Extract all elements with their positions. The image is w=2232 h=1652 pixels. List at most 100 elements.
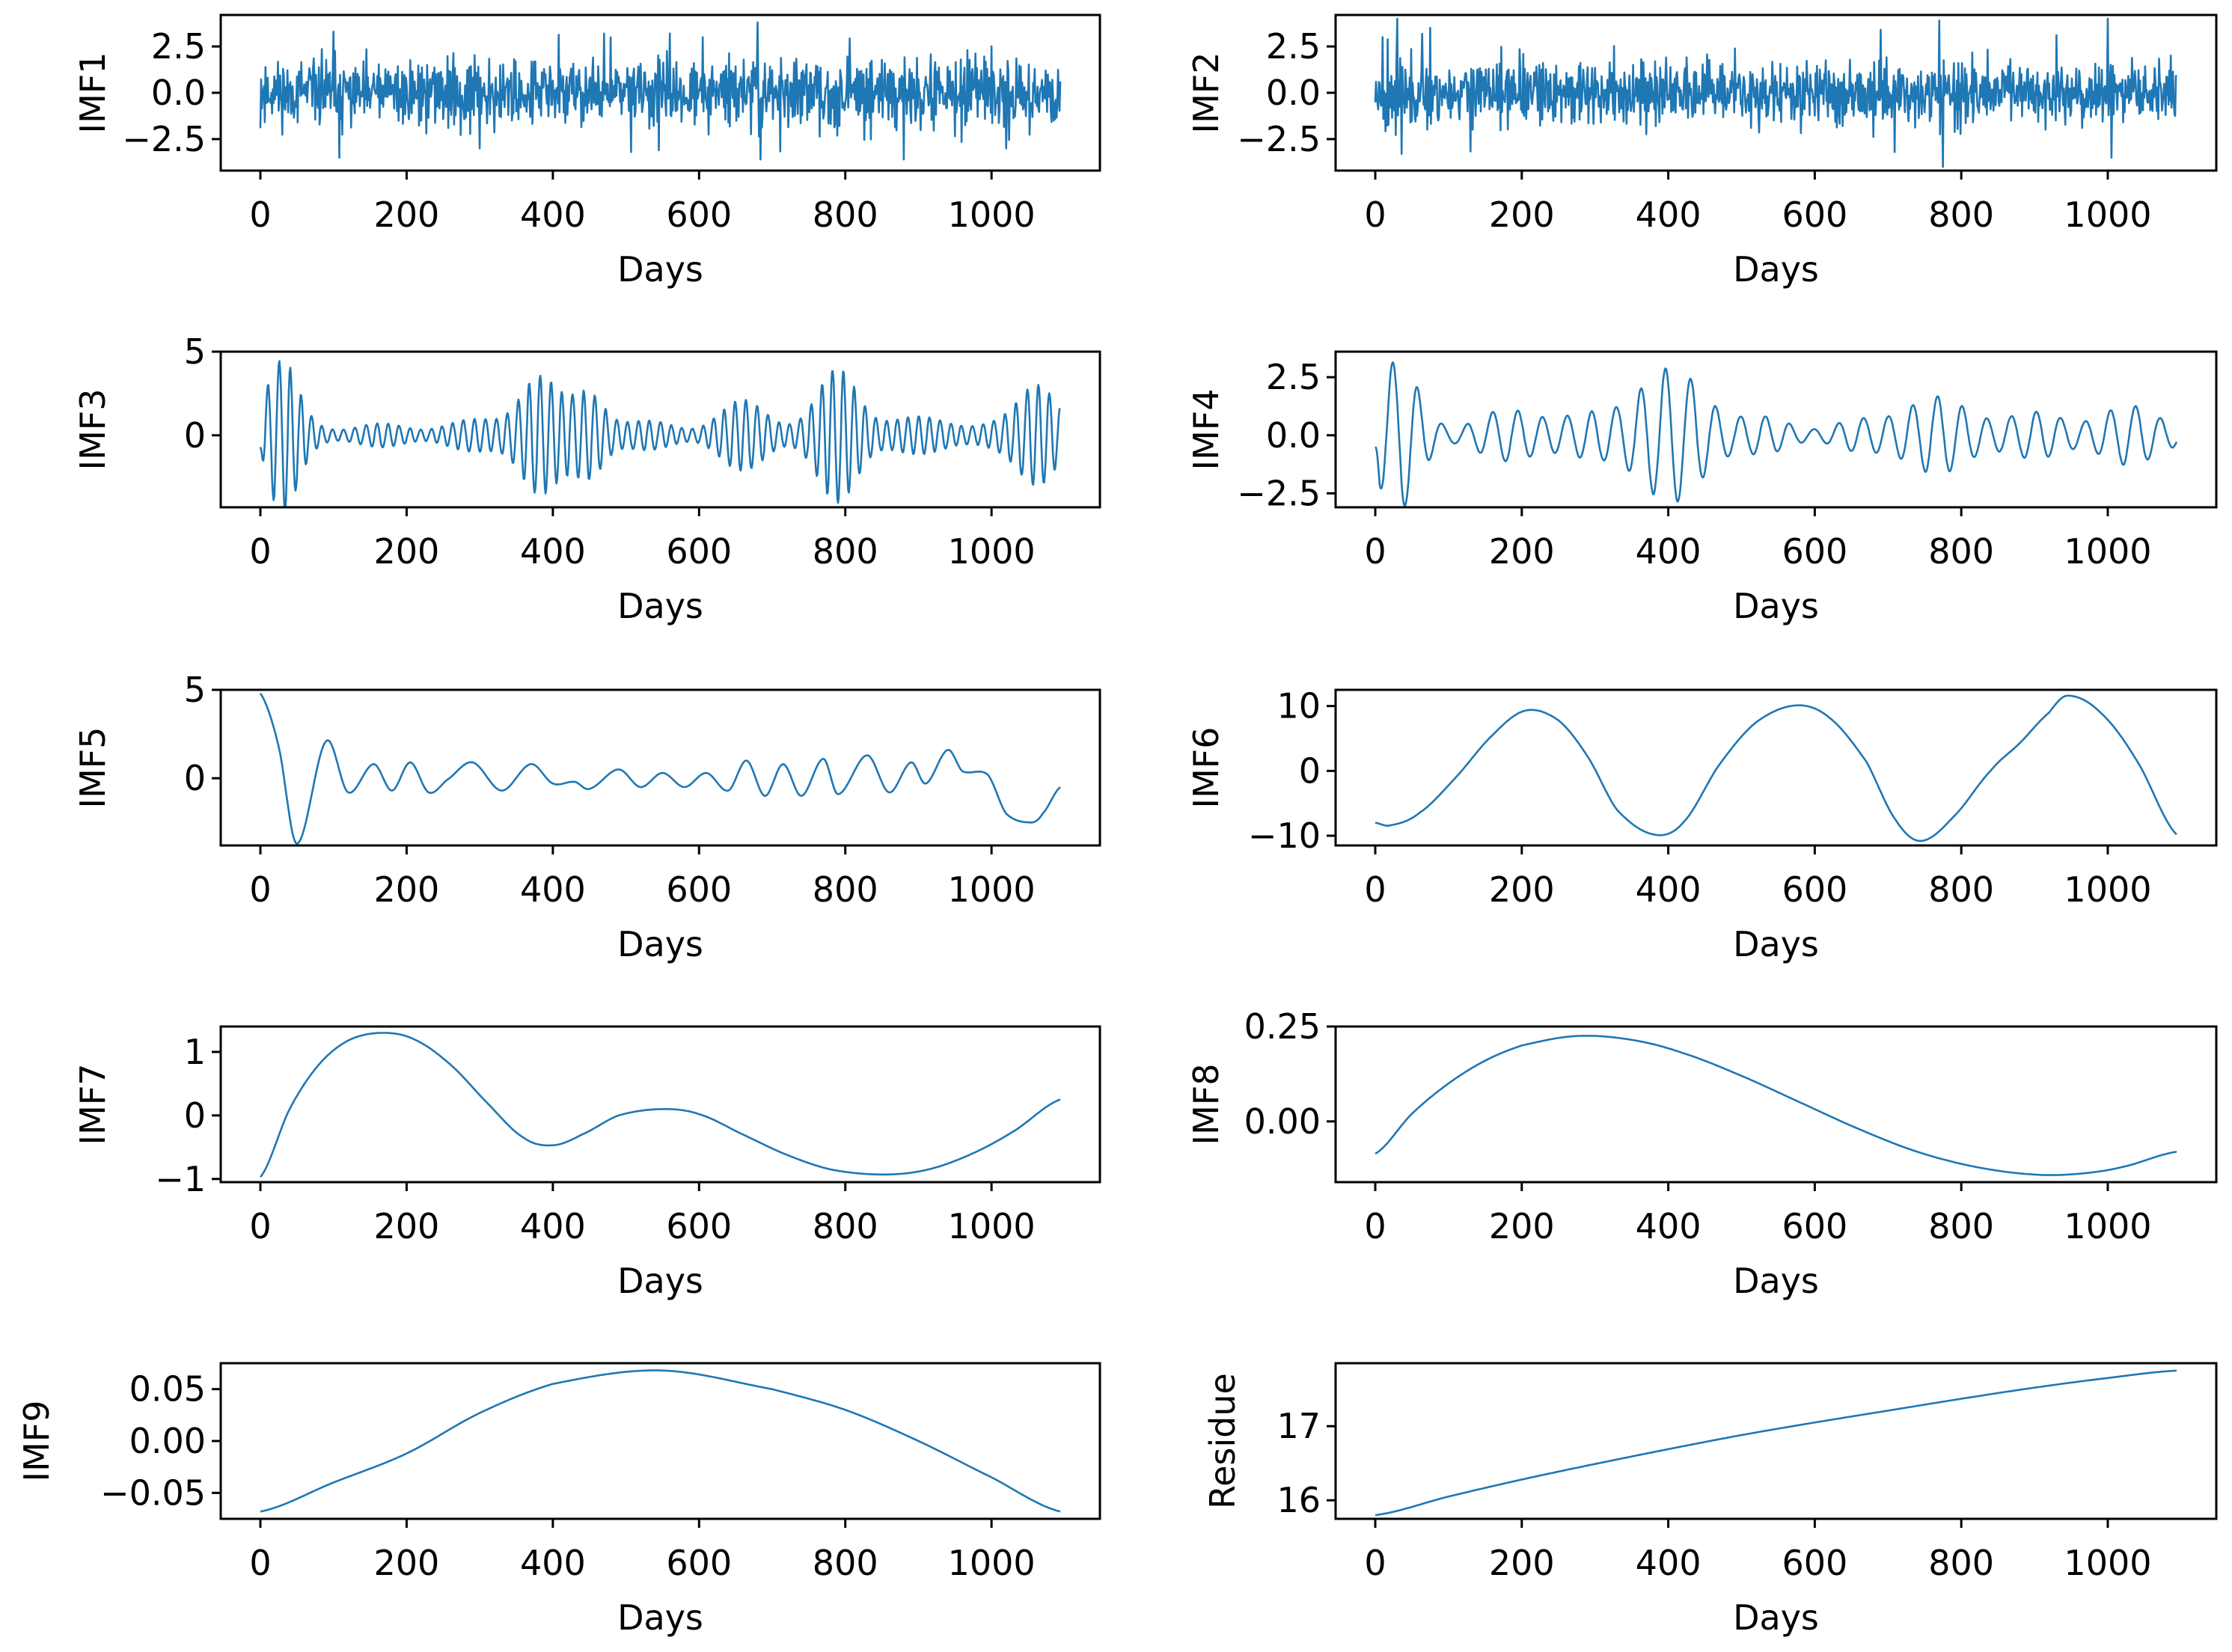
imf5-series-line	[259, 693, 1061, 845]
imf7-xtick-label: 400	[520, 1206, 586, 1246]
imf4-ytick-label: 2.5	[1266, 357, 1321, 397]
imf6-xtick-label: 0	[1364, 869, 1386, 910]
imf6-series-line	[1375, 694, 2177, 842]
panel-imf7: 0 200 400 600 800 1000 −1 0 1 Days IMF7	[73, 1025, 1101, 1301]
imf8-xtick-label: 1000	[2064, 1206, 2151, 1246]
imf5-xtick-label: 800	[813, 869, 878, 910]
imf7-axes-frame	[219, 1025, 1101, 1184]
imf8-ylabel: IMF8	[1186, 1064, 1226, 1145]
residue-ytick-label: 17	[1276, 1406, 1321, 1446]
imf6-xtick-label: 400	[1636, 869, 1701, 910]
imf4-ylabel: IMF4	[1186, 389, 1226, 471]
imf5-ylabel: IMF5	[73, 727, 113, 809]
imf1-xtick-label: 600	[666, 195, 732, 235]
imf4-xlabel: Days	[1733, 586, 1819, 626]
panel-imf1: 0 200 400 600 800 1000 −2.5 0.0 2.5 Days IMF1	[73, 13, 1101, 290]
imf5-ytick-label: 0	[184, 758, 206, 798]
imf8-series-line	[1375, 1035, 2177, 1176]
imf6-ytick-label: −10	[1248, 816, 1321, 856]
imf5-xtick-label: 200	[374, 869, 440, 910]
imf7-xtick-label: 600	[666, 1206, 732, 1246]
panel-imf2: 0 200 400 600 800 1000 −2.5 0.0 2.5 Days IMF2	[1186, 13, 2218, 290]
imf5-xlabel: Days	[617, 924, 703, 964]
imf7-xtick-label: 200	[374, 1206, 440, 1246]
imf2-xtick-label: 800	[1928, 195, 1994, 235]
imf6-ytick-label: 10	[1276, 686, 1321, 726]
imf6-xlabel: Days	[1733, 924, 1819, 964]
imf3-ylabel: IMF3	[73, 389, 113, 471]
imf3-xtick-label: 600	[666, 531, 732, 572]
imf3-axes-frame	[219, 350, 1101, 509]
imf4-ytick-label: 0.0	[1266, 415, 1321, 456]
imf3-xtick-label: 0	[249, 531, 271, 572]
imf4-xtick-label: 600	[1782, 531, 1847, 572]
residue-axes-frame	[1334, 1362, 2218, 1520]
panel-imf9: 0 200 400 600 800 1000 −0.05 0.00 0.05 Days IMF9	[16, 1362, 1101, 1638]
panel-imf3: 0 200 400 600 800 1000 0 5 Days IMF3	[73, 331, 1101, 626]
imf2-ytick-label: −2.5	[1237, 119, 1321, 159]
residue-xtick-label: 1000	[2064, 1543, 2151, 1583]
imf9-series-line	[260, 1369, 1061, 1513]
imf9-ylabel: IMF9	[16, 1401, 57, 1482]
residue-xtick-label: 0	[1364, 1543, 1386, 1583]
imf8-xtick-label: 600	[1782, 1206, 1847, 1246]
imf2-ytick-label: 0.0	[1266, 73, 1321, 113]
imf3-ytick-label: 5	[184, 331, 206, 372]
imf7-xtick-label: 1000	[948, 1206, 1036, 1246]
imf4-ytick-label: −2.5	[1237, 473, 1321, 513]
imf7-ytick-label: −1	[155, 1159, 206, 1199]
imf1-xtick-label: 200	[374, 195, 440, 235]
imf3-xtick-label: 800	[813, 531, 878, 572]
imf3-xtick-label: 400	[520, 531, 586, 572]
imf4-xtick-label: 400	[1636, 531, 1701, 572]
panel-imf6: 0 200 400 600 800 1000 −10 0 10 Days IMF6	[1186, 686, 2218, 964]
imf5-xtick-label: 0	[249, 869, 271, 910]
imf5-xtick-label: 400	[520, 869, 586, 910]
imf9-xtick-label: 600	[666, 1543, 732, 1583]
imf1-xlabel: Days	[617, 249, 703, 290]
imf6-ylabel: IMF6	[1186, 727, 1226, 809]
residue-xlabel: Days	[1733, 1597, 1819, 1638]
imf4-series-line	[1375, 361, 2178, 507]
imf5-xtick-label: 600	[666, 869, 732, 910]
residue-xtick-label: 600	[1782, 1543, 1847, 1583]
imf5-ytick-label: 5	[184, 670, 206, 710]
imf4-xtick-label: 200	[1489, 531, 1555, 572]
imf8-xtick-label: 200	[1489, 1206, 1555, 1246]
imf9-ytick-label: −0.05	[100, 1472, 206, 1513]
imf2-xtick-label: 200	[1489, 195, 1555, 235]
imf6-xtick-label: 800	[1928, 869, 1994, 910]
imf1-series-line	[259, 21, 1062, 161]
residue-ylabel: Residue	[1202, 1373, 1243, 1509]
imf8-ytick-label: 0.25	[1244, 1006, 1321, 1047]
residue-ytick-label: 16	[1276, 1480, 1321, 1520]
imf4-xtick-label: 1000	[2064, 531, 2151, 572]
imf1-xtick-label: 800	[813, 195, 878, 235]
imf8-xtick-label: 0	[1364, 1206, 1386, 1246]
imf8-xtick-label: 800	[1928, 1206, 1994, 1246]
imf4-xtick-label: 0	[1364, 531, 1386, 572]
imf4-xtick-label: 800	[1928, 531, 1994, 572]
imf6-axes-frame	[1334, 688, 2218, 847]
imf2-xtick-label: 1000	[2064, 195, 2151, 235]
imf6-ytick-label: 0	[1299, 750, 1321, 791]
imf1-ytick-label: 2.5	[151, 26, 206, 67]
imf6-xtick-label: 200	[1489, 869, 1555, 910]
imf8-ytick-label: 0.00	[1244, 1101, 1321, 1142]
imf9-xtick-label: 0	[249, 1543, 271, 1583]
imf5-xtick-label: 1000	[948, 869, 1036, 910]
imf2-xlabel: Days	[1733, 249, 1819, 290]
imf1-ytick-label: −2.5	[122, 119, 206, 159]
panel-imf8: 0 200 400 600 800 1000 0.00 0.25 Days IMF8	[1186, 1006, 2218, 1301]
imf7-ytick-label: 1	[184, 1032, 206, 1072]
imf2-ylabel: IMF2	[1186, 52, 1226, 134]
residue-xtick-label: 400	[1636, 1543, 1701, 1583]
imf9-ytick-label: 0.00	[129, 1421, 206, 1461]
imf8-xlabel: Days	[1733, 1261, 1819, 1301]
imf2-ytick-label: 2.5	[1266, 26, 1321, 67]
imf9-xtick-label: 800	[813, 1543, 878, 1583]
panel-imf4: 0 200 400 600 800 1000 −2.5 0.0 2.5 Days IMF4	[1186, 350, 2218, 626]
imf7-series-line	[259, 1032, 1061, 1178]
imf9-xlabel: Days	[617, 1597, 703, 1638]
